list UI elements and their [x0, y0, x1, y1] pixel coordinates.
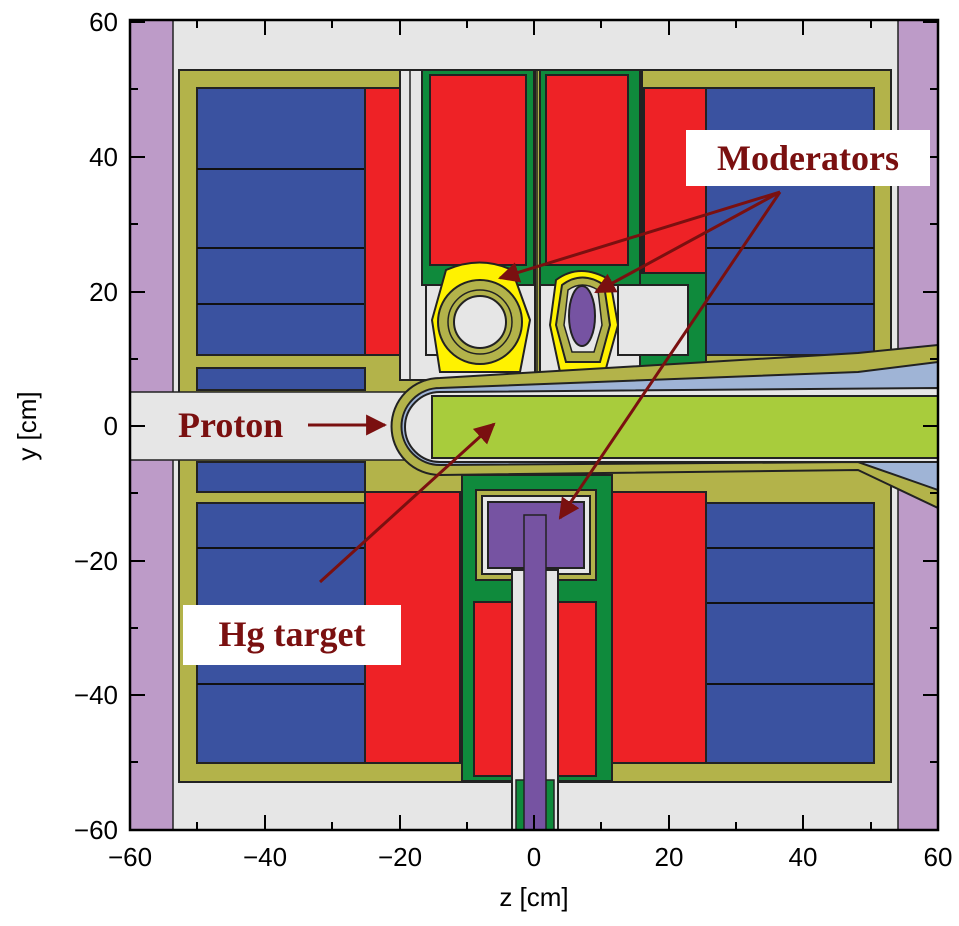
x-tick-label: 60 [924, 842, 953, 872]
red-upper-mid-right [545, 74, 629, 266]
arrow-to-decoupled-moderator [594, 190, 781, 294]
y-tick-label: 60 [89, 7, 118, 37]
x-tick-label: −40 [243, 842, 287, 872]
y-tick-label: 20 [89, 277, 118, 307]
blue-right-upper [705, 87, 875, 356]
moderator-core [453, 295, 507, 349]
red-upper-mid-left [429, 74, 527, 266]
y-tick-label: −60 [74, 815, 118, 845]
x-tick-label: −60 [108, 842, 152, 872]
x-tick-label: 20 [655, 842, 684, 872]
ticks [129, 20, 938, 830]
y-tick-label: −20 [74, 546, 118, 576]
blue-left-upper [196, 87, 366, 356]
blue-right-lower [705, 502, 875, 764]
hg-target-label-box [183, 605, 401, 665]
x-tick-label: 0 [527, 842, 541, 872]
blue-left-mid2 [196, 461, 366, 493]
hg-target-label: Hg target [219, 614, 366, 654]
x-tick-label: −20 [378, 842, 422, 872]
proton-label: Proton [178, 405, 283, 445]
red-right-lower [611, 491, 707, 764]
y-tick-label: 0 [104, 411, 118, 441]
lower-channel-purple [523, 514, 547, 830]
x-axis-title: z [cm] [499, 882, 568, 912]
moderator-oval-core [568, 285, 596, 347]
arrow-to-coupled-moderator [497, 190, 781, 283]
moderators-label-box [686, 130, 930, 186]
annotation-arrows [308, 190, 782, 584]
hg-target [431, 395, 938, 459]
red-left-upper [364, 87, 401, 356]
proton-label-box [178, 405, 306, 445]
y-tick-label: −40 [74, 680, 118, 710]
y-axis-title: y [cm] [12, 391, 42, 460]
red-lower-mid-right [557, 601, 597, 777]
y-tick-label: 40 [89, 142, 118, 172]
moderators-label: Moderators [717, 138, 899, 178]
x-tick-label: 40 [789, 842, 818, 872]
blue-left-mid [196, 367, 366, 391]
arrow-to-hg-target [318, 422, 496, 584]
red-lower-mid-left [473, 601, 513, 777]
arrow-to-lower-moderator [558, 191, 782, 520]
